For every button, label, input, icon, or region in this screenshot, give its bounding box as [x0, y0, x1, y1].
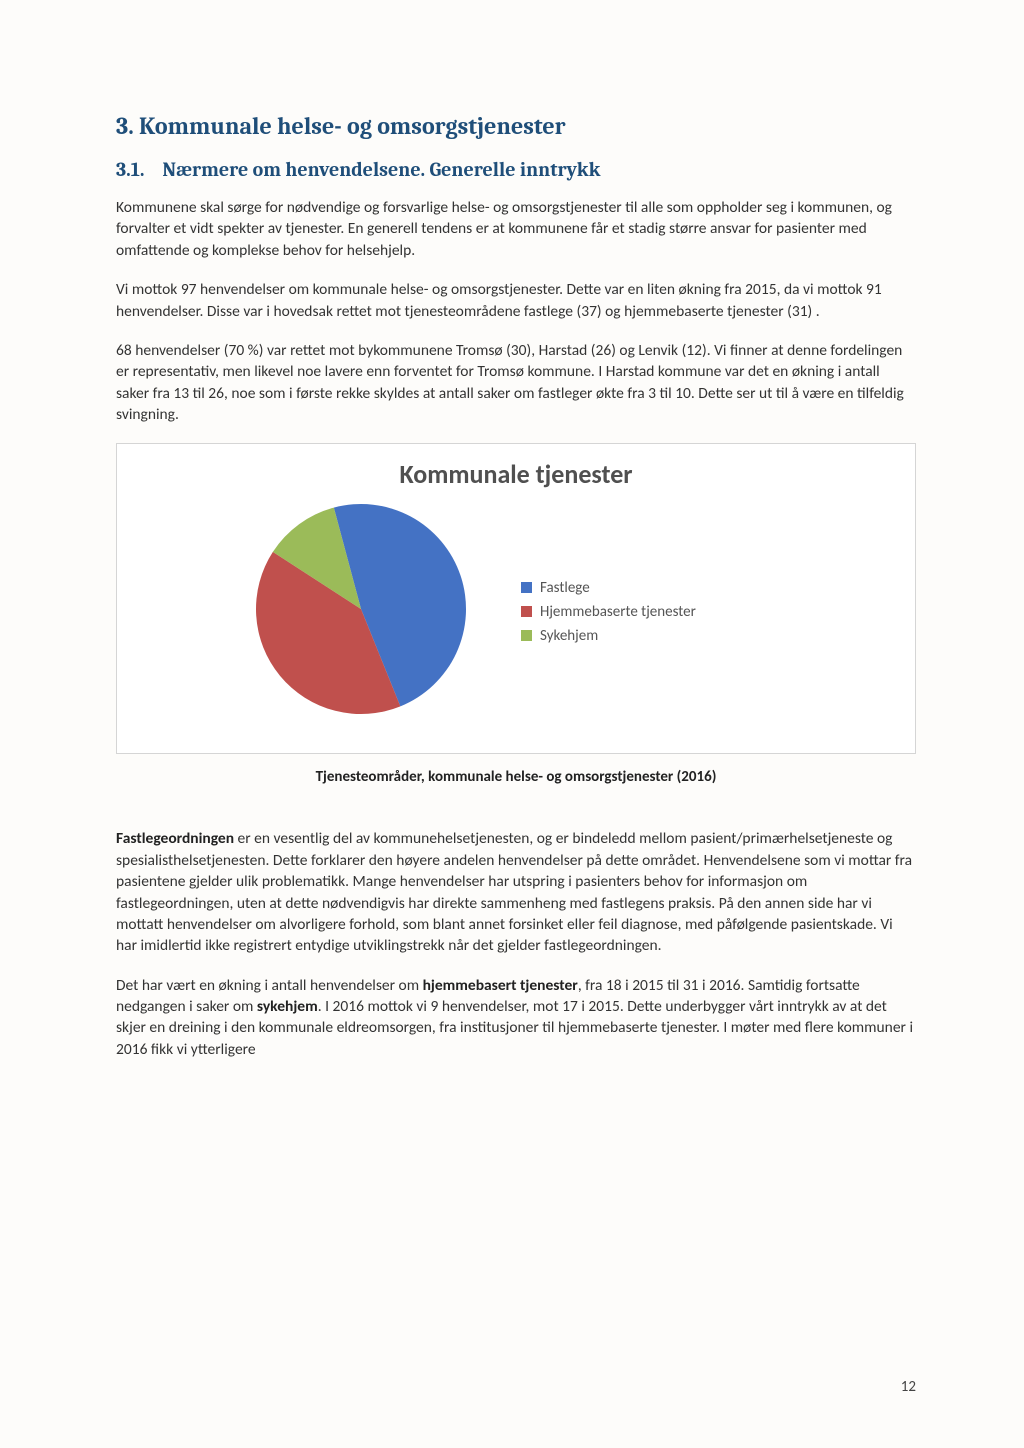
legend-label: Sykehjem [540, 627, 598, 645]
chart-caption: Tjenesteområder, kommunale helse- og oms… [116, 768, 916, 786]
page-number: 12 [901, 1378, 916, 1396]
bold-sykehjem: sykehjem [257, 997, 318, 1016]
paragraph-1: Kommunene skal sørge for nødvendige og f… [116, 197, 916, 261]
heading-1: 3. Kommunale helse- og omsorgstjenester [116, 112, 916, 140]
p5-a: Det har vært en økning i antall henvende… [116, 976, 423, 995]
document-page: 3. Kommunale helse- og omsorgstjenester … [0, 0, 1024, 1448]
paragraph-2: Vi mottok 97 henvendelser om kommunale h… [116, 279, 916, 322]
legend-swatch [521, 582, 532, 593]
pie-chart [141, 494, 481, 729]
bold-fastlegeordningen: Fastlegeordningen [116, 829, 234, 848]
paragraph-3: 68 henvendelser (70 %) var rettet mot by… [116, 340, 916, 426]
chart-legend: Fastlege Hjemmebaserte tjenester Sykehjem [521, 573, 891, 651]
bold-hjemmebasert: hjemmebasert tjenester [423, 976, 578, 995]
legend-item: Fastlege [521, 579, 891, 597]
heading-2-number: 3.1. [116, 158, 158, 181]
legend-swatch [521, 606, 532, 617]
legend-label: Fastlege [540, 579, 590, 597]
paragraph-5: Det har vært en økning i antall henvende… [116, 975, 916, 1061]
paragraph-4: Fastlegeordningen er en vesentlig del av… [116, 828, 916, 956]
chart-container: Kommunale tjenester Fastlege Hjemmebasert… [116, 443, 916, 754]
paragraph-4-body: er en vesentlig del av kommunehelsetjene… [116, 829, 912, 955]
heading-2-text: Nærmere om henvendelsene. Generelle innt… [162, 158, 600, 181]
legend-item: Hjemmebaserte tjenester [521, 603, 891, 621]
legend-swatch [521, 630, 532, 641]
legend-label: Hjemmebaserte tjenester [540, 603, 696, 621]
chart-title: Kommunale tjenester [141, 458, 891, 490]
heading-2: 3.1. Nærmere om henvendelsene. Generelle… [116, 158, 916, 181]
legend-item: Sykehjem [521, 627, 891, 645]
chart-body: Fastlege Hjemmebaserte tjenester Sykehjem [141, 494, 891, 729]
